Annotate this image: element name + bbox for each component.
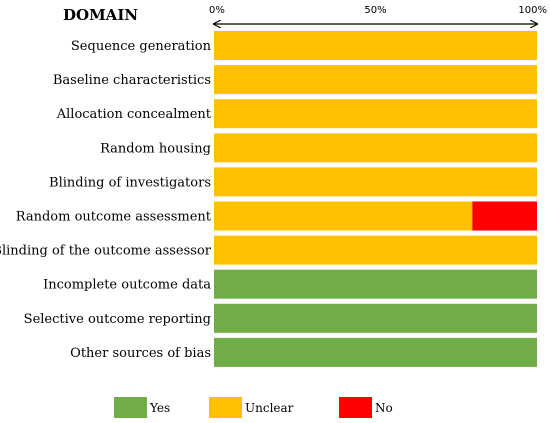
bar-yes — [214, 337, 537, 367]
x-tick-label: 0% — [209, 5, 225, 16]
bar-unclear — [214, 99, 537, 129]
bar-yes — [214, 269, 537, 299]
legend-swatch-yes — [114, 397, 147, 418]
legend-label: No — [375, 401, 393, 415]
legend-label: Yes — [149, 401, 170, 415]
chart-title: DOMAIN — [63, 6, 138, 24]
legend-swatch-no — [339, 397, 372, 418]
category-label: Blinding of the outcome assessor — [0, 244, 212, 259]
category-label: Random housing — [100, 141, 211, 156]
bar-unclear — [214, 235, 537, 265]
category-label: Other sources of bias — [70, 346, 211, 361]
category-label: Blinding of investigators — [49, 175, 211, 190]
category-label: Baseline characteristics — [53, 73, 211, 88]
bar-no — [472, 201, 537, 231]
legend-label: Unclear — [245, 401, 294, 415]
x-tick-label: 100% — [518, 5, 547, 16]
category-labels: Sequence generation Baseline characterist… — [0, 39, 212, 361]
category-label: Selective outcome reporting — [24, 312, 211, 327]
legend: Yes Unclear No — [114, 397, 393, 418]
bar-unclear — [214, 65, 537, 95]
bar-yes — [214, 303, 537, 333]
bars — [214, 31, 537, 367]
x-axis: 0% 50% 100% — [209, 5, 547, 24]
x-tick-label: 50% — [364, 5, 386, 16]
category-label: Sequence generation — [71, 39, 212, 54]
bar-unclear — [214, 201, 473, 231]
bar-unclear — [214, 31, 537, 60]
bar-unclear — [214, 133, 537, 163]
category-label: Incomplete outcome data — [43, 278, 211, 293]
bar-unclear — [214, 167, 537, 197]
category-label: Random outcome assessment — [16, 210, 212, 225]
legend-swatch-unclear — [209, 397, 242, 418]
category-label: Allocation concealment — [56, 107, 212, 122]
